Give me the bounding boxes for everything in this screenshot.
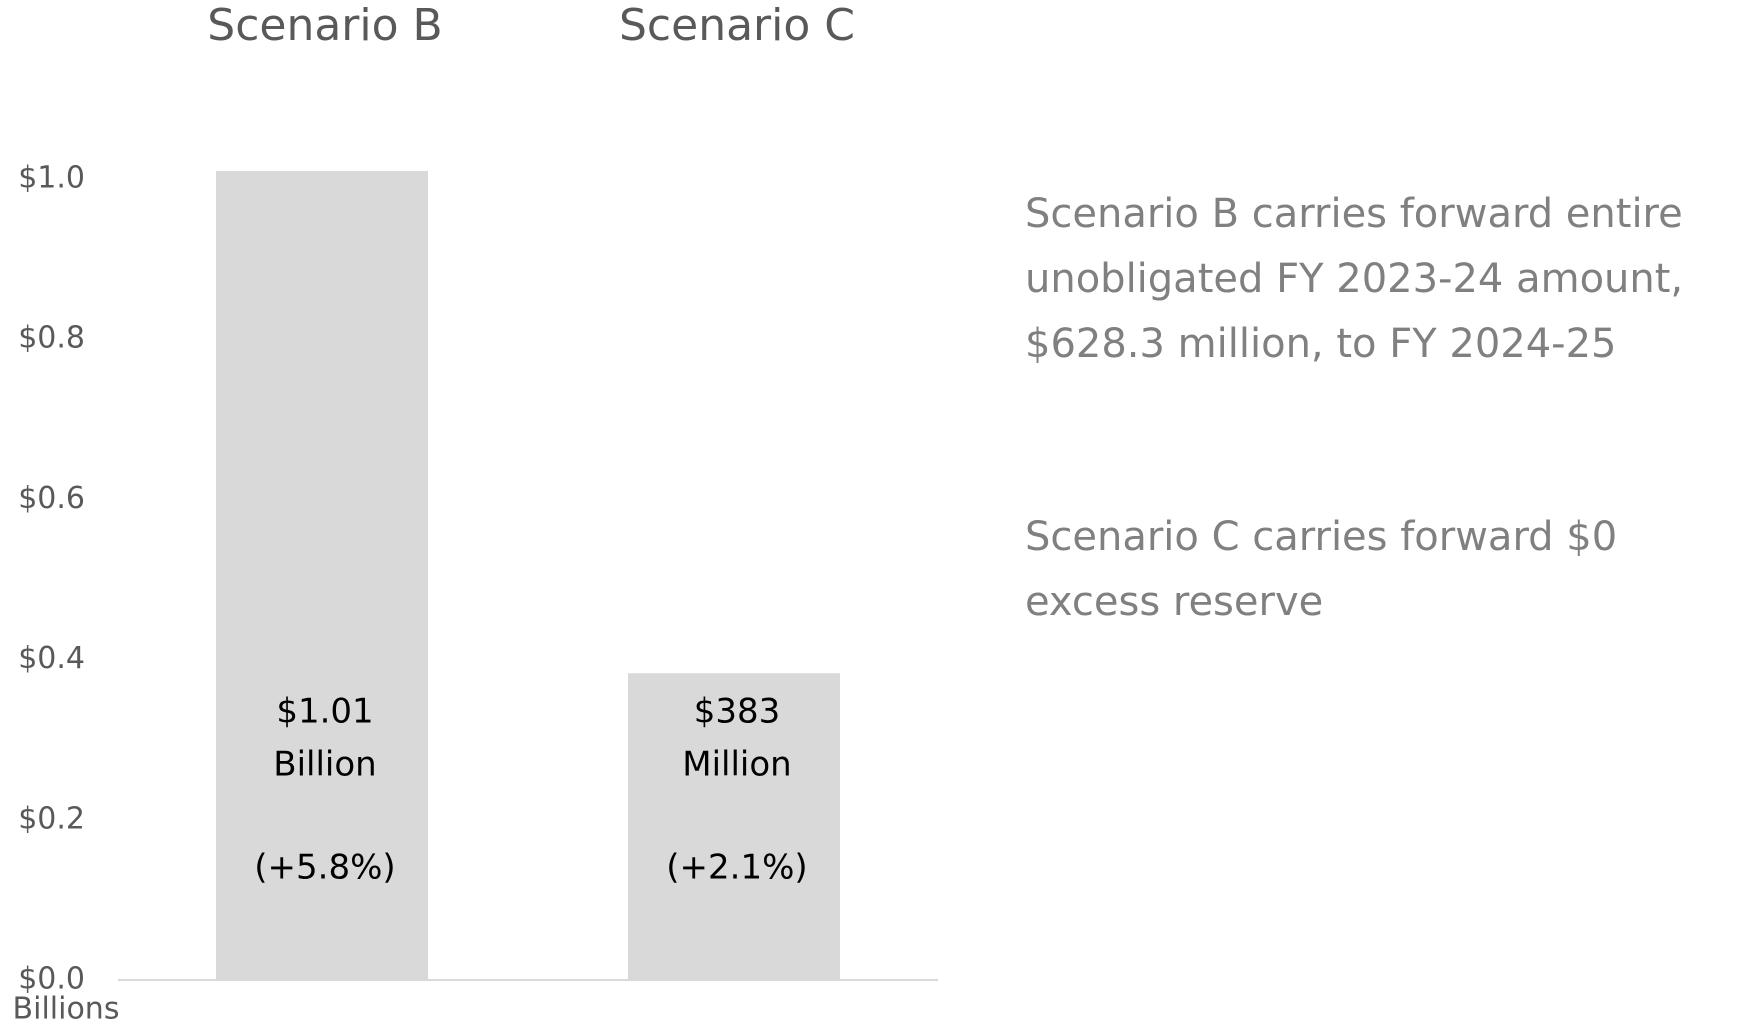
change-label: (+5.8%) [254,848,395,888]
y-tick-label: $1.0 [18,161,85,196]
y-tick-label: $0.4 [18,641,85,676]
y-tick-label: $0.8 [18,321,85,356]
value-label: $383 [694,692,781,732]
y-axis-label: Billions [13,992,120,1027]
y-tick-label: $0.0 [18,962,85,997]
y-tick-label: $0.6 [18,481,85,516]
annotation: Scenario C carries forward $0 [1025,514,1617,560]
annotation: excess reserve [1025,579,1323,625]
category-label: Scenario B [207,0,442,51]
value-label: Billion [273,745,376,785]
annotation: Scenario B carries forward entire [1025,191,1683,237]
y-tick-label: $0.2 [18,801,85,836]
bar [216,170,428,981]
bar [628,673,840,980]
annotation: $628.3 million, to FY 2024-25 [1025,321,1617,367]
value-label: $1.01 [276,692,373,732]
annotation: unobligated FY 2023-24 amount, [1025,256,1683,302]
value-label: Million [682,745,791,785]
change-label: (+2.1%) [666,848,807,888]
category-label: Scenario C [619,0,855,51]
